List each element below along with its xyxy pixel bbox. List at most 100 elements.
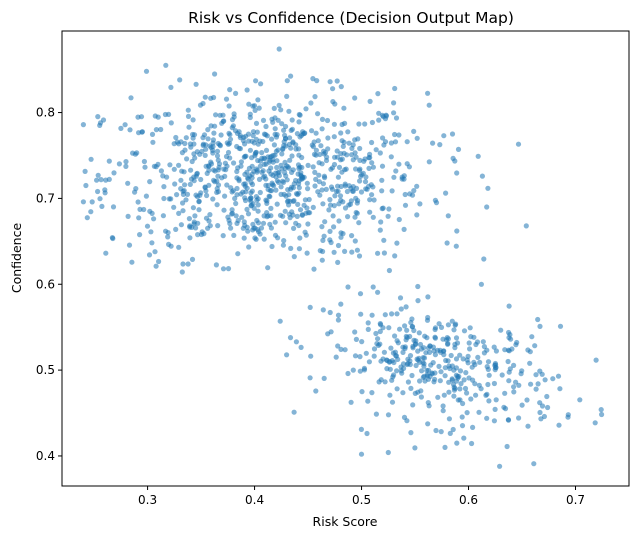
data-point — [214, 202, 220, 208]
data-point — [289, 209, 295, 215]
y-tick-label: 0.4 — [36, 449, 55, 463]
data-point — [272, 131, 278, 137]
data-point — [396, 161, 402, 167]
data-point — [289, 184, 295, 190]
data-point — [230, 188, 236, 194]
data-point — [308, 100, 314, 106]
data-point — [330, 86, 336, 92]
data-point — [183, 135, 189, 141]
data-point — [381, 142, 387, 148]
data-point — [312, 94, 318, 100]
data-point — [255, 157, 261, 164]
data-point — [593, 357, 599, 363]
data-point — [284, 199, 291, 205]
y-axis-ticks: 0.4 0.5 0.6 0.7 0.8 — [36, 106, 62, 463]
data-point — [258, 81, 264, 87]
data-point — [285, 164, 291, 170]
data-point — [248, 203, 254, 209]
data-point — [484, 204, 490, 210]
plot-frame — [61, 30, 630, 487]
data-point — [417, 378, 423, 384]
data-point — [389, 188, 395, 194]
data-point — [151, 216, 157, 222]
data-point — [376, 117, 382, 123]
data-point — [452, 158, 458, 164]
data-point — [353, 166, 359, 172]
data-point — [265, 213, 271, 219]
data-point — [291, 225, 297, 231]
data-point — [340, 231, 346, 237]
data-point — [353, 336, 359, 342]
data-point — [457, 386, 463, 392]
y-axis-label: Confidence — [9, 223, 24, 294]
data-point — [316, 160, 322, 166]
data-point — [296, 146, 302, 152]
data-point — [282, 208, 288, 214]
data-point — [281, 127, 287, 133]
data-point — [94, 177, 100, 183]
data-point — [226, 103, 232, 109]
data-point — [247, 147, 253, 153]
data-point — [335, 174, 341, 180]
data-point — [413, 362, 419, 369]
data-point — [358, 189, 365, 195]
data-point — [342, 205, 349, 211]
data-point — [259, 155, 265, 161]
data-point — [377, 227, 383, 233]
data-point — [288, 73, 294, 79]
data-point — [469, 440, 475, 447]
data-point — [430, 360, 436, 366]
data-point — [268, 165, 274, 171]
data-point — [301, 202, 307, 208]
data-point — [322, 219, 328, 225]
data-point — [432, 352, 438, 358]
data-point — [388, 154, 394, 160]
data-point — [392, 139, 399, 145]
data-point — [461, 435, 467, 441]
data-point — [279, 121, 285, 127]
data-point — [83, 182, 89, 189]
data-point — [349, 152, 355, 158]
data-point — [599, 411, 605, 418]
data-point — [346, 183, 352, 189]
data-point — [192, 155, 198, 161]
data-point — [410, 402, 416, 408]
data-point — [155, 161, 161, 167]
data-point — [298, 344, 304, 350]
data-point — [370, 214, 376, 220]
data-point — [414, 356, 420, 362]
data-point — [277, 212, 284, 218]
data-point — [408, 319, 414, 326]
data-point — [305, 221, 311, 227]
data-point — [312, 169, 318, 175]
data-point — [270, 152, 276, 158]
data-point — [394, 368, 400, 374]
data-point — [334, 78, 340, 84]
data-point — [519, 368, 525, 374]
data-point — [249, 163, 255, 169]
data-point — [118, 125, 124, 131]
data-point — [291, 409, 297, 415]
data-point — [556, 422, 562, 428]
data-point — [449, 376, 455, 382]
data-point — [362, 179, 369, 185]
data-point — [202, 152, 208, 158]
data-point — [187, 223, 193, 229]
data-point — [362, 121, 368, 127]
data-point — [476, 409, 482, 415]
x-tick-label: 0.7 — [566, 493, 585, 507]
data-point — [527, 360, 533, 366]
data-point — [206, 182, 212, 188]
data-point — [207, 223, 213, 229]
data-point — [385, 449, 391, 456]
data-point — [268, 205, 274, 211]
data-point — [447, 365, 453, 372]
data-point — [598, 407, 604, 413]
data-point — [457, 352, 463, 358]
data-point — [425, 421, 431, 427]
data-point — [387, 392, 393, 398]
data-point — [458, 381, 464, 387]
data-point — [237, 133, 243, 139]
data-point — [415, 348, 421, 354]
data-point — [485, 359, 492, 365]
